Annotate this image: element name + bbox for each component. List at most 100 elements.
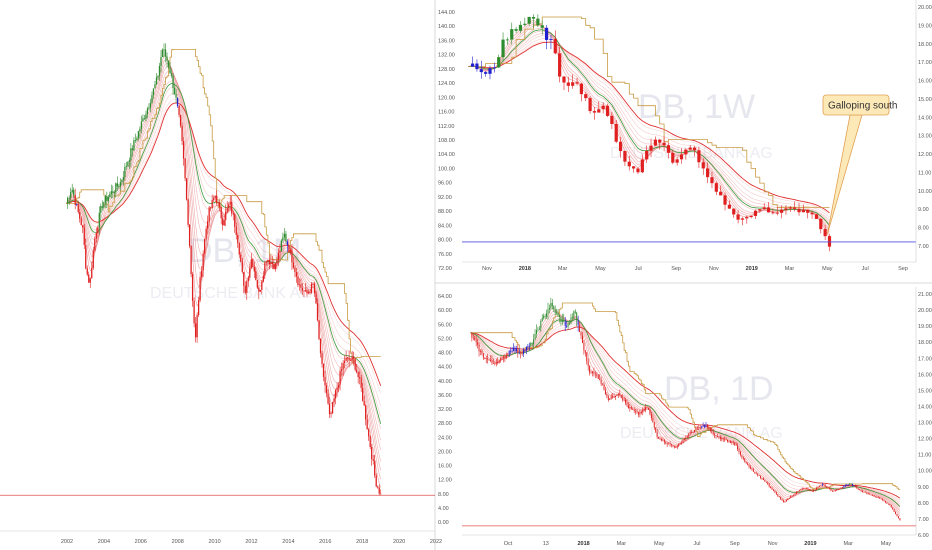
daily-watermark-symbol: DB, 1D bbox=[664, 370, 774, 408]
green-moving-average-line bbox=[66, 82, 382, 424]
candle-body bbox=[739, 451, 741, 455]
y-tick-label: 32.00 bbox=[438, 407, 452, 413]
candle-body bbox=[873, 495, 875, 497]
candle-body bbox=[808, 489, 810, 491]
candle-body bbox=[895, 511, 897, 514]
candle-body bbox=[727, 204, 731, 209]
candle-body bbox=[187, 199, 189, 225]
candle-body bbox=[718, 436, 720, 438]
candle-body bbox=[716, 436, 718, 437]
candle-body bbox=[276, 260, 278, 264]
candle-body bbox=[297, 276, 299, 285]
weekly-chart-panel: DB, 1W DEUTSCHE BANK AG 144.00140.00136.… bbox=[438, 0, 932, 272]
candle-body bbox=[112, 191, 114, 193]
candle-body bbox=[336, 387, 338, 391]
candle-body bbox=[800, 489, 802, 491]
x-tick-label: 2022 bbox=[430, 539, 442, 545]
candle-body bbox=[648, 407, 650, 410]
candle-body bbox=[761, 477, 763, 479]
candle-body bbox=[500, 358, 502, 361]
candle-body bbox=[487, 358, 489, 360]
candle-body bbox=[857, 488, 859, 490]
candle-body bbox=[488, 68, 492, 74]
candle-body bbox=[193, 300, 195, 324]
candle-body bbox=[163, 49, 165, 51]
candle-body bbox=[597, 375, 599, 379]
candle-body bbox=[474, 337, 476, 341]
candle-body bbox=[765, 481, 767, 483]
candle-body bbox=[504, 356, 506, 359]
candle-body bbox=[816, 487, 818, 490]
candle-body bbox=[354, 358, 356, 370]
x-tick-label: 2004 bbox=[98, 539, 110, 545]
candle-body bbox=[867, 493, 869, 495]
candle-body bbox=[579, 83, 583, 95]
candle-body bbox=[785, 500, 787, 502]
candle-body bbox=[660, 439, 662, 441]
candle-body bbox=[567, 323, 569, 327]
secondary-y-tick-label: 15.00 bbox=[918, 97, 932, 103]
candle-body bbox=[479, 350, 481, 352]
candle-body bbox=[892, 507, 894, 510]
candle-body bbox=[602, 383, 604, 385]
candle-body bbox=[649, 409, 651, 415]
candle-body bbox=[807, 488, 809, 490]
candle-body bbox=[645, 150, 649, 160]
candle-body bbox=[523, 23, 527, 25]
daily-candles bbox=[471, 297, 901, 521]
candle-body bbox=[155, 77, 158, 85]
candle-body bbox=[579, 325, 581, 333]
candle-body bbox=[695, 428, 697, 431]
candle-body bbox=[80, 218, 82, 226]
candle-body bbox=[508, 350, 510, 355]
candle-body bbox=[513, 347, 515, 351]
secondary-y-tick-label: 20.00 bbox=[918, 308, 932, 314]
candle-body bbox=[697, 150, 701, 163]
candle-body bbox=[507, 354, 509, 356]
candle-body bbox=[862, 490, 864, 493]
candle-body bbox=[73, 189, 75, 196]
candle-body bbox=[85, 244, 87, 269]
candle-body bbox=[643, 409, 645, 410]
candle-body bbox=[632, 409, 634, 410]
candle-body bbox=[125, 166, 128, 168]
candle-body bbox=[727, 439, 729, 442]
x-tick-label: May bbox=[881, 541, 892, 547]
ma-ribbon-line bbox=[468, 32, 830, 223]
candle-body bbox=[712, 431, 714, 435]
candle-body bbox=[683, 438, 685, 441]
candle-body bbox=[636, 168, 640, 173]
candle-body bbox=[146, 108, 149, 115]
weekly-candles bbox=[470, 14, 832, 252]
candle-body bbox=[250, 259, 252, 269]
candle-body bbox=[754, 471, 756, 474]
candle-body bbox=[757, 473, 759, 476]
x-tick-label: 2012 bbox=[245, 539, 257, 545]
candle-body bbox=[94, 238, 96, 251]
candle-body bbox=[836, 489, 838, 491]
candle-body bbox=[820, 485, 822, 487]
candle-body bbox=[475, 63, 479, 70]
candle-body bbox=[837, 489, 839, 490]
candle-body bbox=[518, 24, 523, 31]
secondary-y-tick-label: 12.00 bbox=[918, 152, 932, 158]
candle-body bbox=[658, 436, 660, 439]
candle-body bbox=[74, 195, 76, 205]
candle-body bbox=[770, 486, 772, 488]
candle-body bbox=[665, 442, 667, 444]
candle-body bbox=[614, 123, 618, 142]
candle-body bbox=[742, 457, 744, 459]
x-tick-label: Nov bbox=[709, 266, 719, 272]
y-tick-label: 100.00 bbox=[438, 166, 455, 172]
monthly-watermark-name: DEUTSCHE BANK AG bbox=[150, 285, 313, 302]
candle-body bbox=[282, 237, 284, 241]
y-tick-label: 28.00 bbox=[438, 421, 452, 427]
candle-body bbox=[864, 491, 866, 493]
candle-body bbox=[214, 195, 216, 199]
candle-body bbox=[831, 490, 833, 492]
candle-body bbox=[530, 342, 532, 346]
candle-body bbox=[801, 488, 803, 490]
x-tick-label: May bbox=[822, 266, 833, 272]
monthly-indicator-lines bbox=[66, 49, 382, 424]
candle-body bbox=[653, 422, 655, 428]
